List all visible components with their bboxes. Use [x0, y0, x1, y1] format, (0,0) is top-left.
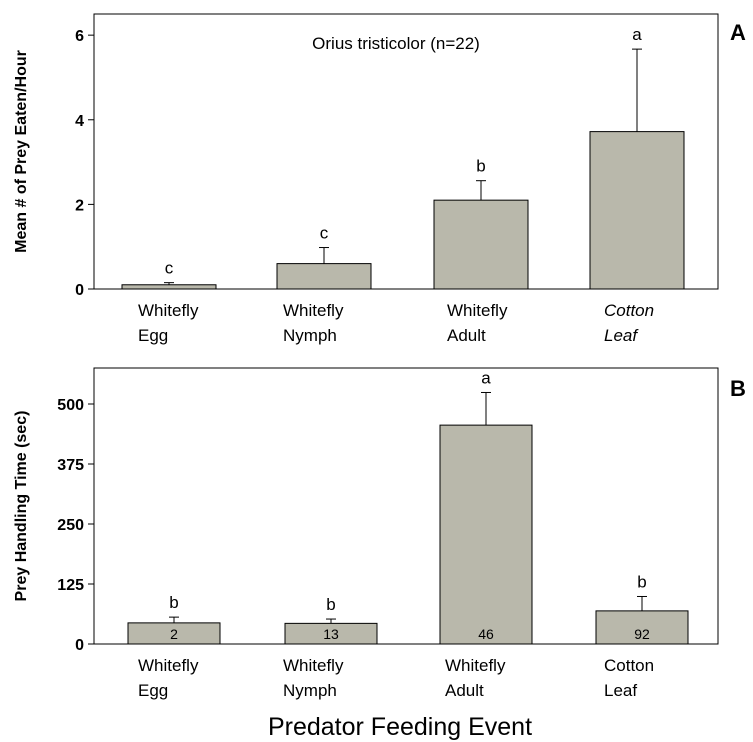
significance-letter: c: [165, 259, 174, 278]
y-tick-label: 0: [75, 282, 84, 299]
panel-label: B: [730, 376, 746, 401]
plot-frame: [93, 13, 719, 290]
panel-label: A: [730, 20, 746, 45]
y-tick-label: 0: [75, 637, 84, 654]
category-label: Whitefly: [138, 656, 199, 675]
category-label: Whitefly: [138, 301, 199, 320]
category-label: Whitefly: [445, 656, 506, 675]
sample-size-label: 92: [634, 626, 650, 642]
category-label: Whitefly: [283, 301, 344, 320]
sample-size-label: 13: [323, 626, 339, 642]
category-label: Leaf: [604, 326, 639, 345]
category-label: Adult: [445, 681, 484, 700]
category-label: Adult: [447, 326, 486, 345]
significance-letter: b: [169, 593, 178, 612]
category-label: Egg: [138, 326, 168, 345]
y-tick-label: 4: [75, 113, 84, 130]
panel-a: 0 2 4 6 Mean # of Prey Eaten/Hour Orius trist…: [13, 13, 746, 345]
category-label: Egg: [138, 681, 168, 700]
significance-letter: a: [481, 368, 491, 387]
significance-letter: c: [320, 224, 329, 243]
category-label: Cotton: [604, 656, 654, 675]
plot-frame: [93, 367, 719, 645]
sample-size-label: 46: [478, 626, 494, 642]
category-label: Nymph: [283, 681, 337, 700]
bar: [589, 131, 685, 290]
chart-title: Orius tristicolor (n=22): [312, 34, 480, 53]
category-label: Nymph: [283, 326, 337, 345]
y-axis-label: Mean # of Prey Eaten/Hour: [13, 50, 30, 253]
significance-letter: a: [632, 25, 642, 44]
bar: [595, 610, 689, 645]
y-axis-label: Prey Handling Time (sec): [13, 411, 30, 602]
y-tick-label: 2: [75, 197, 84, 214]
bar: [276, 263, 372, 290]
bar: [121, 284, 217, 290]
x-axis-title: Predator Feeding Event: [268, 713, 532, 741]
significance-letter: b: [326, 595, 335, 614]
y-tick-label: 250: [57, 517, 84, 534]
significance-letter: b: [637, 572, 646, 591]
panel-b: 0 125 250 375 500 Prey Handling Time (sec) Bb 2…: [13, 367, 746, 700]
category-label: Leaf: [604, 681, 637, 700]
category-label: Cotton: [604, 301, 654, 320]
y-tick-label: 6: [75, 28, 84, 45]
category-label: Whitefly: [283, 656, 344, 675]
sample-size-label: 2: [170, 626, 178, 642]
category-label: Whitefly: [447, 301, 508, 320]
significance-letter: b: [476, 157, 485, 176]
bar: [439, 424, 533, 645]
y-tick-label: 375: [57, 457, 84, 474]
y-tick-label: 125: [57, 577, 84, 594]
bar: [433, 199, 529, 290]
y-tick-label: 500: [57, 397, 84, 414]
